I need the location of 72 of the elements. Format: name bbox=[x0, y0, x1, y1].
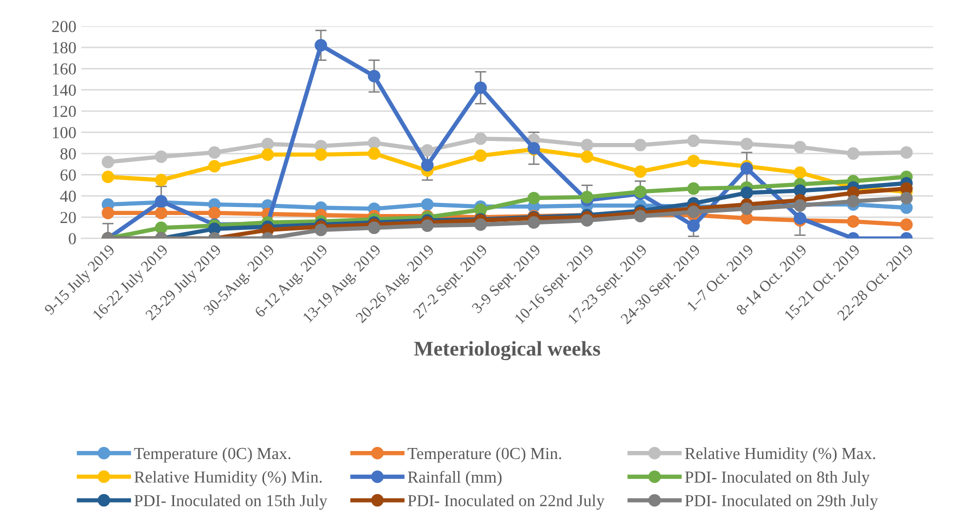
legend-label: PDI- Inoculated on 29th July bbox=[685, 494, 878, 510]
point bbox=[634, 185, 647, 198]
point bbox=[474, 218, 487, 231]
point bbox=[208, 206, 221, 220]
point bbox=[261, 148, 274, 161]
point bbox=[528, 192, 540, 204]
y-tick-label: 200 bbox=[52, 20, 76, 32]
point bbox=[368, 222, 380, 234]
point bbox=[687, 134, 700, 148]
point bbox=[794, 166, 806, 179]
point bbox=[740, 186, 754, 200]
point bbox=[102, 156, 114, 168]
point bbox=[687, 182, 700, 195]
point bbox=[314, 224, 328, 236]
y-tick-label: 0 bbox=[68, 233, 76, 244]
x-axis-title: Meteriological weeks bbox=[414, 341, 600, 360]
point bbox=[740, 138, 754, 150]
y-tick-label: 60 bbox=[60, 169, 76, 181]
point bbox=[314, 39, 328, 52]
point bbox=[421, 158, 434, 172]
point bbox=[687, 219, 700, 232]
legend-label: Relative Humidity (%) Max. bbox=[685, 447, 876, 463]
y-tick-label: 120 bbox=[52, 106, 76, 118]
y-tick-label: 20 bbox=[60, 212, 76, 224]
point bbox=[368, 136, 380, 150]
point bbox=[208, 160, 221, 173]
legend-label: PDI- Inoculated on 15th July bbox=[134, 494, 328, 510]
y-tick-label: 80 bbox=[60, 148, 76, 160]
point bbox=[900, 192, 913, 204]
point bbox=[846, 147, 860, 160]
y-tick-label: 40 bbox=[60, 190, 76, 202]
legend-label: Temperature (0C) Max. bbox=[134, 447, 290, 463]
point bbox=[474, 81, 487, 94]
point bbox=[154, 174, 168, 186]
point bbox=[900, 146, 913, 159]
point bbox=[208, 146, 221, 159]
point bbox=[154, 150, 168, 163]
point bbox=[687, 154, 700, 168]
point bbox=[580, 214, 594, 227]
point bbox=[634, 138, 647, 152]
point bbox=[368, 147, 380, 160]
point bbox=[846, 215, 860, 228]
y-tick-label: 100 bbox=[52, 127, 76, 138]
point bbox=[634, 165, 647, 178]
point bbox=[421, 219, 434, 232]
point bbox=[580, 150, 594, 163]
point bbox=[580, 138, 594, 152]
point bbox=[528, 216, 540, 229]
point bbox=[474, 149, 487, 162]
legend-label: PDI- Inoculated on 22nd July bbox=[408, 494, 605, 510]
legend-label: Temperature (0C) Min. bbox=[408, 447, 562, 463]
point bbox=[846, 195, 860, 208]
point bbox=[368, 70, 380, 82]
point bbox=[687, 206, 700, 218]
legend-label: Rainfall (mm) bbox=[408, 470, 502, 486]
y-tick-label: 140 bbox=[52, 84, 76, 96]
point bbox=[794, 140, 806, 154]
y-tick-label: 160 bbox=[52, 63, 76, 75]
legend-label: Relative Humidity (%) Min. bbox=[134, 470, 322, 486]
point bbox=[154, 206, 168, 220]
point bbox=[421, 144, 434, 157]
point bbox=[314, 148, 328, 161]
point bbox=[421, 198, 434, 211]
point bbox=[261, 138, 274, 150]
point bbox=[154, 222, 168, 234]
point bbox=[474, 132, 487, 145]
legend-label: PDI- Inoculated on 8th July bbox=[685, 471, 870, 486]
point bbox=[102, 170, 114, 184]
y-tick-label: 180 bbox=[52, 42, 76, 54]
point bbox=[580, 190, 594, 204]
point bbox=[900, 218, 913, 231]
point bbox=[102, 206, 114, 220]
